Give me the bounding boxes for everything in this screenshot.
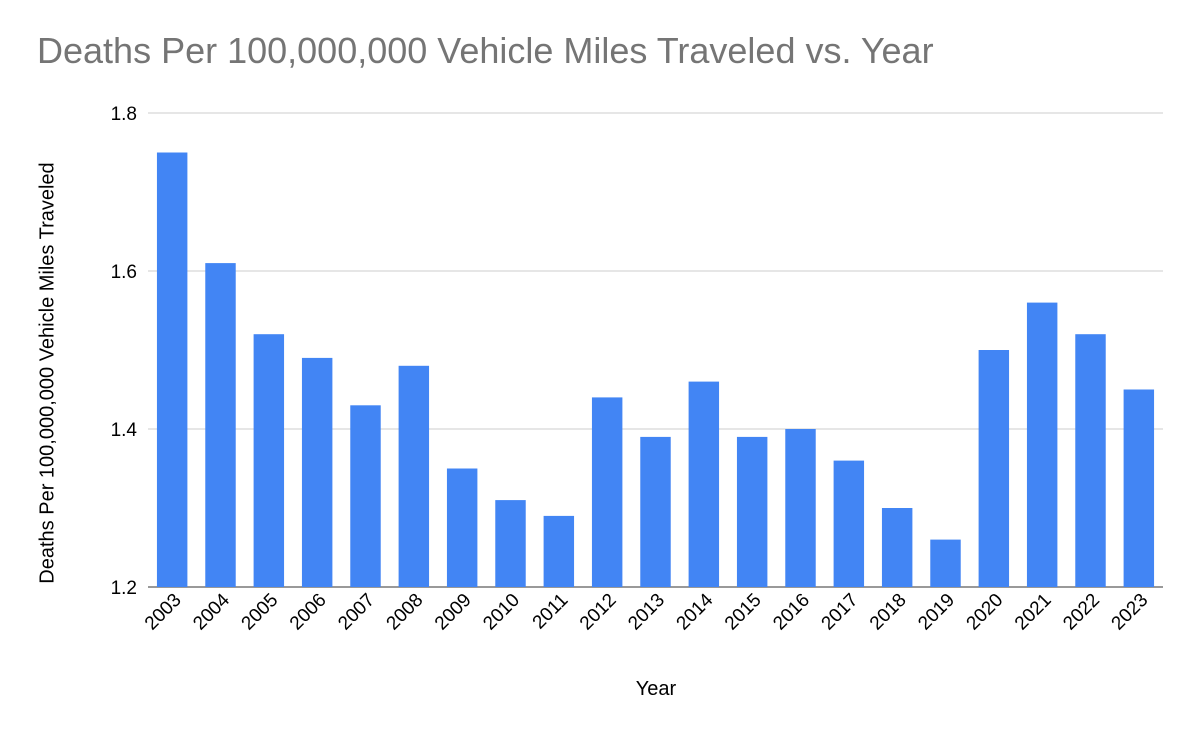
x-tick-label: 2018 xyxy=(866,590,911,635)
bar-2008 xyxy=(398,365,430,587)
bar-2017 xyxy=(833,460,865,587)
x-tick-label: 2006 xyxy=(286,590,331,635)
x-tick-label: 2008 xyxy=(383,590,428,635)
y-tick-label: 1.6 xyxy=(111,262,137,283)
bar-2023 xyxy=(1123,389,1155,587)
x-tick-label: 2016 xyxy=(769,590,814,635)
bar-2014 xyxy=(688,381,720,587)
bar-2021 xyxy=(1026,302,1058,587)
x-axis-label: Year xyxy=(635,678,677,700)
bar-2006 xyxy=(301,357,333,587)
x-tick-label: 2023 xyxy=(1108,590,1153,635)
y-tick-label: 1.4 xyxy=(111,420,138,441)
bar-2007 xyxy=(350,405,381,587)
bar-2019 xyxy=(930,539,961,587)
x-tick-label: 2012 xyxy=(576,590,621,635)
bar-2013 xyxy=(640,436,671,587)
bar-2018 xyxy=(881,508,913,587)
bar-2004 xyxy=(205,263,236,587)
bar-2020 xyxy=(978,350,1010,587)
x-tick-label: 2009 xyxy=(431,590,476,635)
bars xyxy=(156,152,1155,587)
x-tick-labels: 2003 2004 2005 2006 2007 2008 2009 2010 2011 2012… xyxy=(141,589,1152,634)
bar-2005 xyxy=(253,334,285,587)
x-tick-label: 2010 xyxy=(479,590,524,635)
x-tick-label: 2019 xyxy=(914,590,959,635)
bar-2003 xyxy=(156,152,188,587)
x-tick-label: 2004 xyxy=(189,589,234,634)
x-tick-label: 2017 xyxy=(818,590,863,635)
x-tick-label: 2005 xyxy=(238,590,283,635)
x-tick-label: 2020 xyxy=(963,590,1008,635)
bar-2009 xyxy=(446,468,478,587)
x-tick-label: 2007 xyxy=(334,590,379,635)
x-tick-label: 2021 xyxy=(1011,590,1056,635)
y-tick-label: 1.2 xyxy=(111,578,137,599)
bar-2010 xyxy=(495,500,526,587)
x-tick-label: 2014 xyxy=(673,589,718,634)
bar-2016 xyxy=(785,429,816,587)
x-tick-label: 2022 xyxy=(1059,590,1104,635)
y-tick-label: 1.8 xyxy=(111,104,137,125)
bar-2022 xyxy=(1075,334,1106,587)
x-tick-label: 2015 xyxy=(721,590,766,635)
chart-title: Deaths Per 100,000,000 Vehicle Miles Tra… xyxy=(37,30,934,71)
bar-2015 xyxy=(736,436,768,587)
x-tick-label: 2003 xyxy=(141,590,186,635)
x-tick-label: 2013 xyxy=(624,590,669,635)
bar-2011 xyxy=(543,515,575,587)
x-tick-label: 2011 xyxy=(529,590,573,634)
y-tick-labels: 1.2 1.4 1.6 1.8 xyxy=(111,104,138,599)
bar-2012 xyxy=(591,397,623,587)
